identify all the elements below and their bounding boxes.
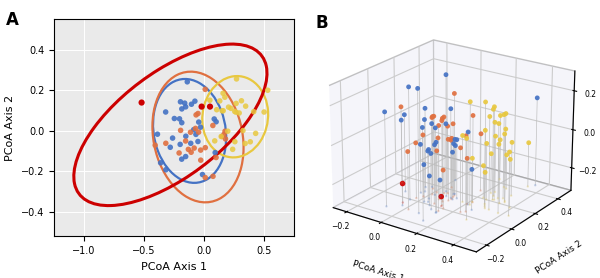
Point (193, 111, 203, 116)
Point (190, 146, 199, 150)
Point (236, 99, 246, 103)
Point (187, 150, 196, 155)
Point (161, 168, 170, 172)
Point (137, 100, 146, 105)
Point (176, 128, 185, 133)
Point (218, 91, 228, 95)
Point (181, 105, 190, 109)
Point (211, 120, 221, 124)
Point (212, 108, 221, 112)
Point (208, 123, 218, 128)
Point (176, 100, 185, 104)
Point (241, 104, 250, 108)
Point (166, 145, 175, 150)
Point (190, 99, 200, 103)
Point (197, 104, 206, 109)
Point (211, 150, 220, 155)
Point (209, 117, 219, 121)
Point (161, 141, 170, 145)
Point (196, 125, 205, 130)
Point (245, 140, 255, 144)
Point (226, 106, 236, 111)
Point (175, 151, 184, 155)
Point (220, 129, 230, 133)
Point (232, 101, 241, 106)
Point (224, 105, 233, 109)
Y-axis label: PCoA Axis 2: PCoA Axis 2 (535, 239, 584, 275)
Point (196, 158, 206, 162)
X-axis label: PCoA Axis 1: PCoA Axis 1 (141, 262, 207, 272)
Point (230, 109, 239, 114)
Point (196, 148, 205, 152)
Point (235, 111, 244, 115)
Point (223, 129, 233, 133)
Point (184, 147, 193, 152)
Point (151, 143, 160, 147)
Point (181, 154, 190, 159)
Text: A: A (6, 11, 19, 29)
Point (191, 113, 201, 117)
Point (175, 116, 184, 121)
Point (232, 77, 241, 81)
Point (189, 127, 199, 132)
Point (177, 107, 187, 111)
Point (251, 131, 260, 136)
Point (193, 139, 203, 144)
Text: B: B (315, 14, 328, 32)
Point (170, 116, 179, 121)
Point (241, 141, 250, 146)
Point (215, 99, 224, 103)
Point (168, 136, 178, 140)
X-axis label: PCoA Axis 1: PCoA Axis 1 (351, 259, 405, 278)
Point (180, 101, 190, 105)
Point (185, 130, 195, 135)
Point (181, 139, 190, 143)
Point (210, 139, 220, 143)
Point (191, 126, 200, 131)
Point (175, 142, 185, 147)
Point (217, 109, 227, 113)
Point (218, 108, 228, 113)
Point (249, 110, 259, 114)
Point (238, 128, 248, 133)
Point (205, 104, 215, 109)
Point (152, 132, 162, 136)
Point (200, 145, 210, 150)
Point (208, 174, 218, 178)
Point (187, 102, 196, 106)
Point (181, 134, 191, 138)
Point (194, 120, 203, 124)
Point (194, 130, 203, 134)
Point (221, 137, 230, 141)
Point (231, 110, 241, 114)
Point (186, 141, 196, 146)
Point (230, 140, 239, 144)
Point (205, 98, 215, 103)
Point (220, 95, 230, 100)
Point (156, 161, 166, 165)
Point (182, 80, 192, 84)
Point (200, 175, 210, 180)
Point (191, 132, 201, 136)
Point (177, 157, 187, 162)
Point (177, 120, 187, 125)
Y-axis label: PCoA Axis 2: PCoA Axis 2 (5, 95, 15, 161)
Point (228, 147, 238, 152)
Point (263, 88, 272, 93)
Point (217, 134, 226, 139)
Point (259, 110, 269, 114)
Point (161, 110, 170, 114)
Point (197, 172, 207, 177)
Point (211, 155, 221, 160)
Point (217, 134, 227, 139)
Point (200, 87, 210, 91)
Point (219, 132, 229, 137)
